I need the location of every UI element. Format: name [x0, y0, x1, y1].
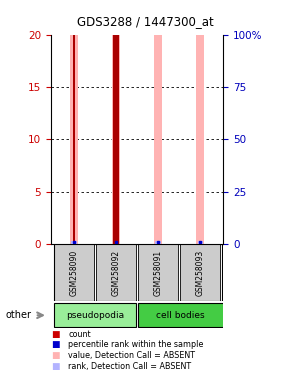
Text: ■: ■ — [51, 351, 59, 360]
Bar — [71, 241, 77, 244]
Text: GSM258091: GSM258091 — [154, 250, 163, 296]
Text: ■: ■ — [51, 362, 59, 371]
Text: GDS3288 / 1447300_at: GDS3288 / 1447300_at — [77, 15, 213, 28]
Text: other: other — [6, 310, 32, 320]
Bar — [138, 303, 224, 327]
Bar — [154, 35, 162, 244]
Text: ■: ■ — [51, 329, 59, 339]
Text: count: count — [68, 329, 91, 339]
Text: rank, Detection Call = ABSENT: rank, Detection Call = ABSENT — [68, 362, 191, 371]
Bar — [54, 303, 136, 327]
Text: cell bodies: cell bodies — [156, 311, 204, 320]
Bar — [113, 241, 119, 244]
Text: pseudopodia: pseudopodia — [66, 311, 124, 320]
Bar — [180, 244, 220, 301]
Bar — [70, 35, 78, 244]
Text: GSM258093: GSM258093 — [196, 250, 205, 296]
Bar — [155, 241, 161, 244]
Text: GSM258090: GSM258090 — [69, 250, 78, 296]
Bar — [73, 35, 75, 244]
Bar — [96, 244, 136, 301]
Text: GSM258092: GSM258092 — [111, 250, 120, 296]
Text: ■: ■ — [51, 340, 59, 349]
Bar — [196, 35, 204, 244]
Bar — [113, 35, 119, 244]
Bar — [138, 244, 178, 301]
Bar — [197, 241, 203, 244]
Text: value, Detection Call = ABSENT: value, Detection Call = ABSENT — [68, 351, 195, 360]
Text: percentile rank within the sample: percentile rank within the sample — [68, 340, 204, 349]
Bar — [54, 244, 94, 301]
Bar — [112, 35, 120, 244]
